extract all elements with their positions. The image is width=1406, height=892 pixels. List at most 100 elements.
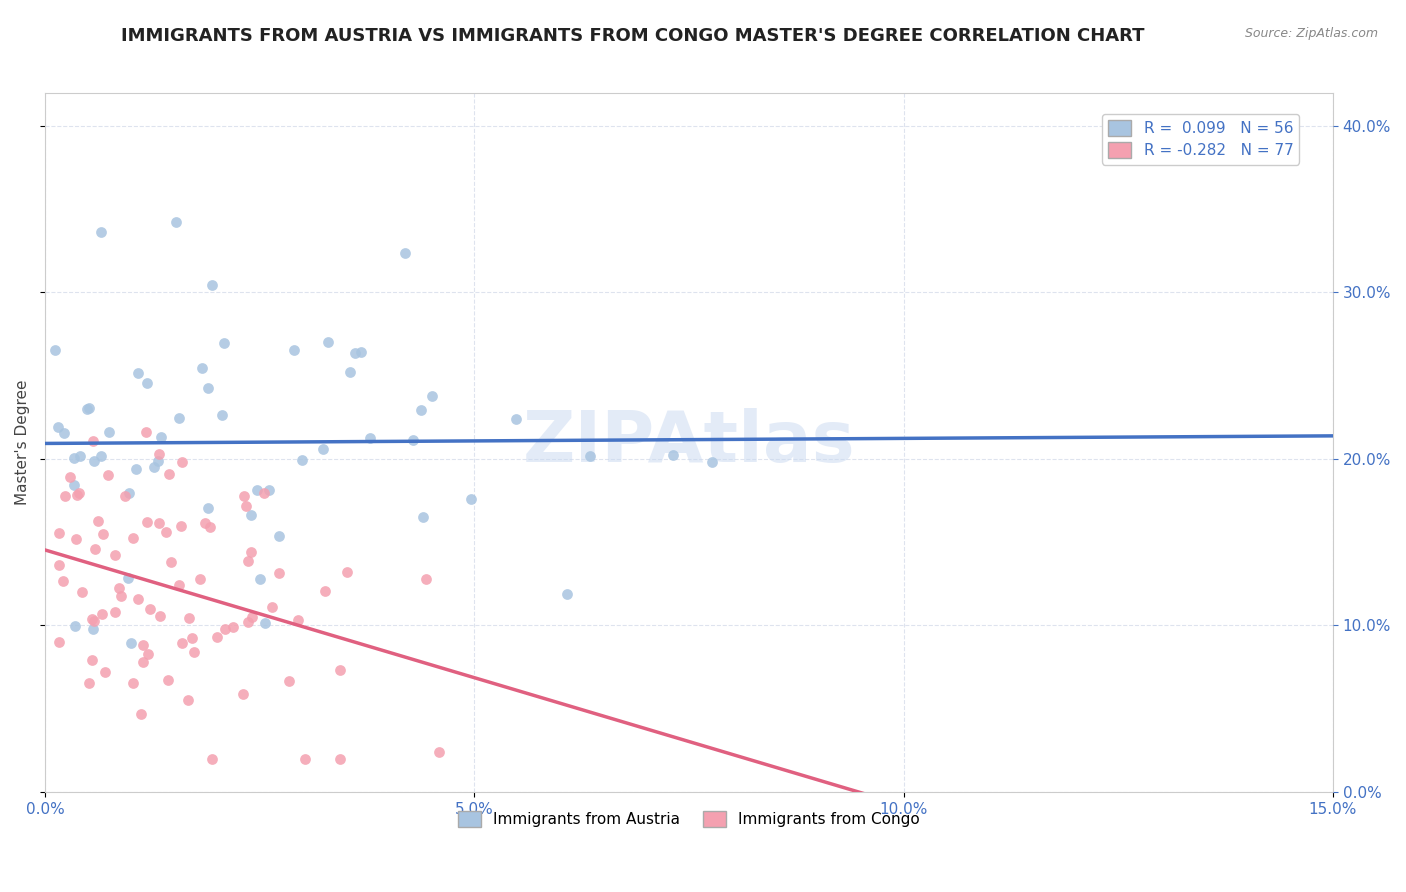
Point <box>70 585 93 599</box>
Point <box>172 636 194 650</box>
Point <box>314 584 336 599</box>
Point <box>52 574 75 589</box>
Point <box>402 434 425 448</box>
Point <box>329 663 352 677</box>
Point <box>177 693 200 707</box>
Point <box>222 620 245 634</box>
Point <box>62 478 84 492</box>
Point <box>235 499 257 513</box>
Point <box>172 454 194 468</box>
Point <box>48 634 70 648</box>
Point <box>249 572 271 586</box>
Point <box>90 225 112 239</box>
Point <box>197 381 219 395</box>
Point <box>267 566 290 580</box>
Point <box>125 462 148 476</box>
Point <box>143 460 166 475</box>
Point <box>183 645 205 659</box>
Text: Source: ZipAtlas.com: Source: ZipAtlas.com <box>1244 27 1378 40</box>
Point <box>135 376 157 391</box>
Point <box>127 366 149 380</box>
Point <box>505 412 527 426</box>
Point <box>211 408 233 422</box>
Point <box>48 525 70 540</box>
Point <box>120 636 142 650</box>
Point <box>77 676 100 690</box>
Point <box>157 467 180 482</box>
Point <box>82 622 104 636</box>
Point <box>149 429 172 443</box>
Point <box>259 483 281 498</box>
Point <box>394 245 416 260</box>
Point <box>344 345 367 359</box>
Point <box>53 490 76 504</box>
Point <box>232 687 254 701</box>
Point <box>53 425 76 440</box>
Point <box>160 555 183 569</box>
Point <box>117 571 139 585</box>
Point <box>127 591 149 606</box>
Point <box>131 638 153 652</box>
Point <box>336 566 359 580</box>
Point <box>167 578 190 592</box>
Point <box>63 451 86 466</box>
Point <box>80 653 103 667</box>
Point <box>200 519 222 533</box>
Point <box>253 485 276 500</box>
Point <box>76 402 98 417</box>
Point <box>579 449 602 463</box>
Point <box>97 425 120 439</box>
Point <box>122 675 145 690</box>
Point <box>69 449 91 463</box>
Point <box>148 516 170 530</box>
Point <box>557 586 579 600</box>
Point <box>114 489 136 503</box>
Point <box>82 612 104 626</box>
Point <box>122 531 145 545</box>
Point <box>167 410 190 425</box>
Point <box>146 453 169 467</box>
Point <box>232 489 254 503</box>
Point <box>240 508 263 522</box>
Point <box>104 605 127 619</box>
Point <box>129 707 152 722</box>
Point <box>349 345 371 359</box>
Point <box>181 631 204 645</box>
Point <box>278 674 301 689</box>
Point <box>242 610 264 624</box>
Point <box>91 527 114 541</box>
Point <box>409 403 432 417</box>
Point <box>136 648 159 662</box>
Point <box>294 752 316 766</box>
Point <box>67 486 90 500</box>
Point <box>118 486 141 500</box>
Point <box>104 548 127 562</box>
Point <box>48 419 70 434</box>
Point <box>339 365 361 379</box>
Point <box>201 752 224 766</box>
Point <box>83 542 105 557</box>
Point <box>48 558 70 573</box>
Point <box>94 665 117 679</box>
Point <box>135 516 157 530</box>
Point <box>214 623 236 637</box>
Point <box>90 449 112 463</box>
Point <box>239 545 262 559</box>
Point <box>197 501 219 516</box>
Point <box>205 630 228 644</box>
Point <box>236 615 259 629</box>
Point <box>149 608 172 623</box>
Point <box>44 343 66 358</box>
Point <box>83 614 105 628</box>
Point <box>148 447 170 461</box>
Point <box>194 516 217 530</box>
Point <box>246 483 269 497</box>
Point <box>312 442 335 457</box>
Point <box>110 589 132 603</box>
Point <box>165 214 187 228</box>
Point <box>97 467 120 482</box>
Point <box>269 529 291 543</box>
Point <box>260 599 283 614</box>
Point <box>700 455 723 469</box>
Point <box>291 453 314 467</box>
